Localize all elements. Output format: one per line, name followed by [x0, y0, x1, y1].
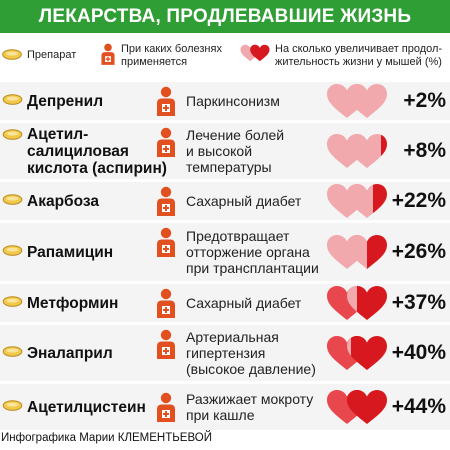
- drug-name: Депренил: [27, 93, 103, 110]
- disease-line: Предотвращает: [186, 228, 290, 244]
- legend-lifespan: На сколько увеличивает продол- жительнос…: [240, 43, 442, 69]
- hearts-icon: [327, 134, 387, 168]
- lifespan-percent: +2%: [403, 89, 446, 112]
- table-row: Акарбоза Сахарный диабет +22%: [0, 182, 450, 220]
- legend-disease-line2: применяется: [121, 56, 188, 68]
- disease-line: гипертензия: [186, 345, 266, 361]
- disease-line: Артериальная: [186, 329, 279, 345]
- legend-lifespan-line1: На сколько увеличивает продол-: [275, 43, 443, 55]
- drug-name-line: Эналаприл: [27, 345, 113, 362]
- hearts-icon: [327, 184, 387, 218]
- drug-name-line: Акарбоза: [27, 193, 99, 210]
- lifespan-percent: +26%: [391, 240, 446, 263]
- lifespan-percent: +8%: [403, 139, 446, 162]
- pill-icon: [2, 245, 23, 256]
- drug-name: Метформин: [27, 295, 118, 312]
- disease-text: Паркинсонизм: [186, 93, 280, 109]
- drug-name-line: Ацетилцистеин: [27, 399, 146, 416]
- doctor-icon: [101, 43, 115, 65]
- pill-icon: [2, 129, 23, 140]
- footer-credit: Инфографика Марии КЛЕМЕНТЬЕВОЙ: [1, 432, 212, 444]
- hearts-icon: [240, 44, 270, 62]
- disease-text: Разжижает мокроту при кашле: [186, 391, 313, 423]
- pill-icon: [2, 296, 23, 307]
- disease-line: Сахарный диабет: [186, 193, 302, 209]
- disease-line: отторжение органа: [186, 244, 310, 260]
- legend-drug-label: Препарат: [27, 49, 77, 61]
- page-title: ЛЕКАРСТВА, ПРОДЛЕВАВШИЕ ЖИЗНЬ: [0, 0, 450, 33]
- disease-line: Разжижает мокроту: [186, 391, 314, 407]
- disease-line: (высокое давление): [186, 361, 316, 377]
- doctor-icon: [157, 127, 175, 157]
- doctor-icon: [157, 227, 175, 257]
- disease-line: при кашле: [186, 407, 255, 423]
- disease-text: Артериальная гипертензия (высокое давление…: [186, 329, 316, 377]
- drug-name: Эналаприл: [27, 345, 113, 362]
- hearts-icon: [327, 390, 387, 424]
- pill-icon: [2, 94, 23, 105]
- drug-name-line: кислота (аспирин): [27, 160, 167, 177]
- lifespan-percent: +40%: [391, 341, 446, 364]
- hearts-icon: [327, 286, 387, 320]
- pill-icon: [2, 346, 23, 357]
- disease-line: при трансплантации: [186, 260, 319, 276]
- table-row: Метформин Сахарный диабет +37%: [0, 284, 450, 322]
- hearts-icon: [327, 235, 387, 269]
- disease-text: Лечение болей и высокой температуры: [186, 127, 284, 175]
- lifespan-percent: +37%: [391, 291, 446, 314]
- legend-lifespan-line2: жительность жизни у мышей (%): [275, 56, 442, 68]
- disease-line: Паркинсонизм: [186, 93, 280, 109]
- disease-line: Сахарный диабет: [186, 295, 302, 311]
- pill-icon: [2, 194, 23, 205]
- legend-drug: Препарат: [2, 49, 76, 62]
- legend: Препарат При каких болезнях применяется …: [0, 37, 450, 79]
- doctor-icon: [157, 392, 175, 422]
- drug-name: Ацетил-салициловая кислота (аспирин): [27, 126, 167, 177]
- drug-name: Акарбоза: [27, 193, 99, 210]
- table-row: Эналаприл Артериальная гипертензия (высокое…: [0, 325, 450, 381]
- doctor-icon: [157, 186, 175, 216]
- table-row: Рапамицин Предотвращает отторжение органа п…: [0, 223, 450, 281]
- drug-name: Ацетилцистеин: [27, 399, 146, 416]
- lifespan-percent: +22%: [391, 189, 446, 212]
- disease-text: Сахарный диабет: [186, 295, 301, 311]
- legend-disease: При каких болезнях применяется: [100, 43, 222, 69]
- drug-name-line: салициловая: [27, 143, 129, 160]
- disease-text: Сахарный диабет: [186, 193, 301, 209]
- hearts-icon: [327, 336, 387, 370]
- drug-name: Рапамицин: [27, 244, 113, 261]
- doctor-icon: [157, 86, 175, 116]
- drug-name-line: Метформин: [27, 295, 119, 312]
- drug-name-line: Депренил: [27, 93, 104, 110]
- doctor-icon: [157, 329, 175, 359]
- doctor-icon: [157, 288, 175, 318]
- hearts-icon: [327, 84, 387, 118]
- drug-name-line: Рапамицин: [27, 244, 114, 261]
- table-row: Ацетилцистеин Разжижает мокроту при кашле +…: [0, 384, 450, 430]
- table-row: Ацетил-салициловая кислота (аспирин) Лечен…: [0, 123, 450, 179]
- legend-disease-line1: При каких болезнях: [121, 43, 222, 55]
- pill-icon: [2, 400, 23, 411]
- table-row: Депренил Паркинсонизм +2%: [0, 82, 450, 120]
- disease-line: Лечение болей: [186, 127, 285, 143]
- disease-line: температуры: [186, 159, 272, 175]
- pill-icon: [2, 49, 22, 60]
- drug-name-line: Ацетил-: [27, 126, 89, 143]
- disease-text: Предотвращает отторжение органа при трансп…: [186, 228, 319, 276]
- lifespan-percent: +44%: [391, 395, 446, 418]
- disease-line: и высокой: [186, 143, 253, 159]
